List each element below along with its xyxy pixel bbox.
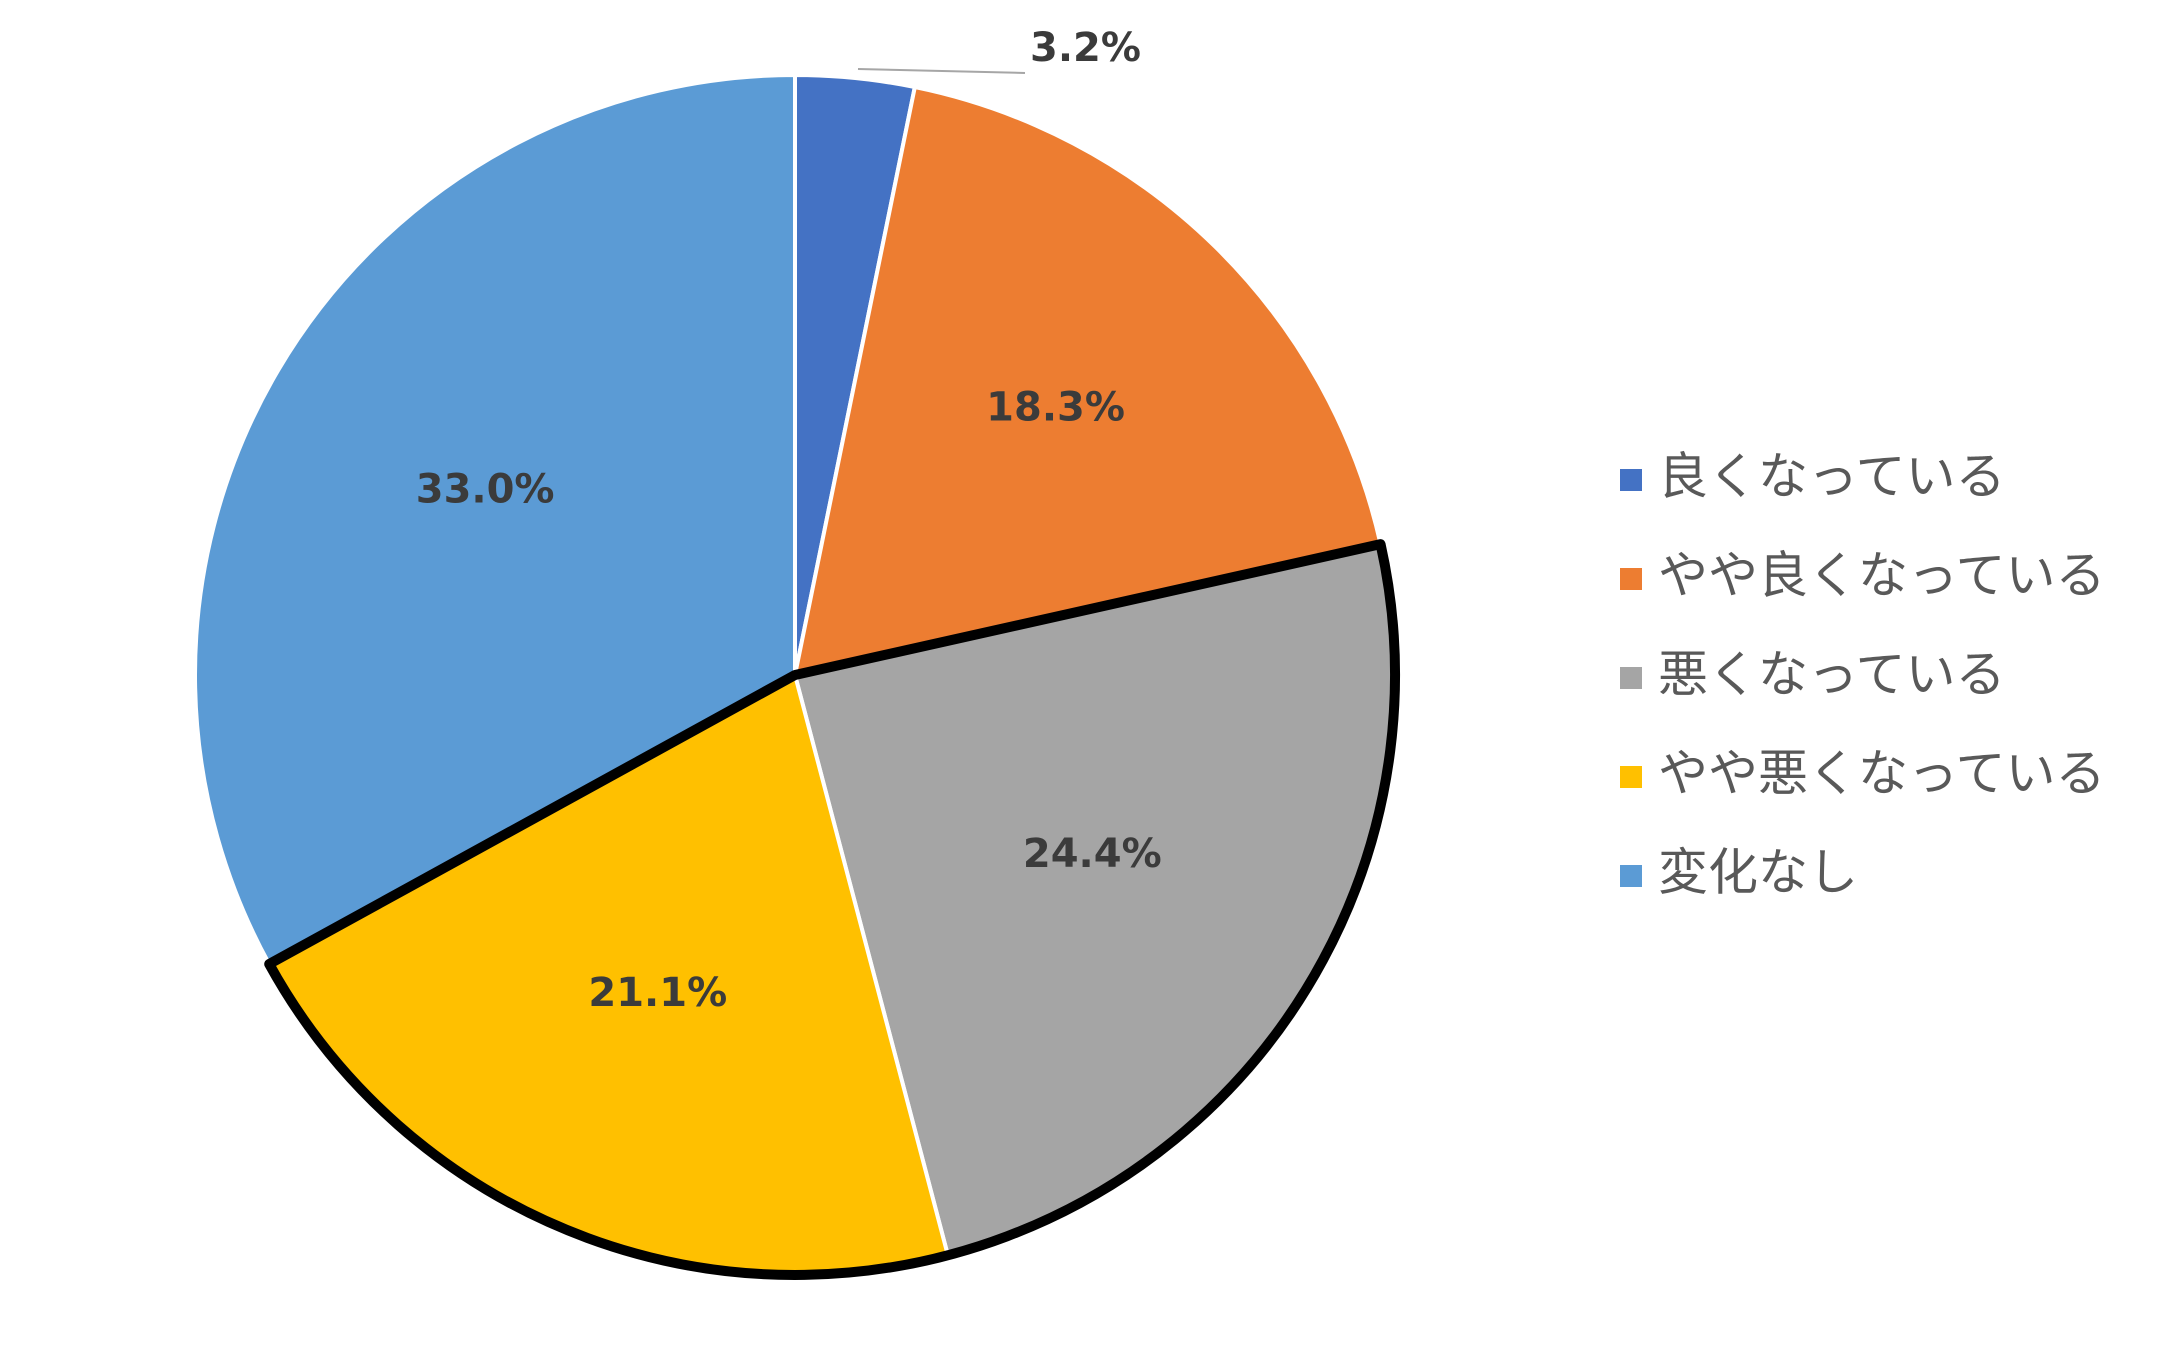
legend-swatch-4 [1620, 766, 1642, 788]
leader-line-3-2 [857, 68, 1026, 74]
pie-slice-2 [792, 84, 1383, 678]
data-label-5: 33.0% [416, 467, 555, 513]
legend-swatch-3 [1620, 667, 1642, 689]
legend-label-2: やや良くなっている [1658, 547, 2106, 605]
data-label-1: 3.2% [1030, 25, 1141, 71]
pie-slices [193, 72, 1397, 1277]
data-label-4: 21.1% [588, 970, 727, 1016]
pie-slice-5 [193, 72, 797, 967]
data-label-3: 24.4% [1023, 831, 1162, 877]
legend-swatch-1 [1620, 469, 1642, 491]
legend-swatch-5 [1620, 865, 1642, 887]
highlight-outline [264, 539, 1400, 1280]
highlight-path [264, 539, 1400, 1280]
legend-label-4: やや悪くなっている [1658, 745, 2106, 803]
legend-label-1: 良くなっている [1658, 448, 2006, 506]
legend-label-5: 変化なし [1658, 844, 1858, 902]
legend-label-3: 悪くなっている [1658, 646, 2006, 704]
data-label-2: 18.3% [986, 384, 1125, 430]
legend-swatch-2 [1620, 568, 1642, 590]
data-labels: 3.2% 18.3% 24.4% 21.1% 33.0% [416, 25, 1162, 1016]
